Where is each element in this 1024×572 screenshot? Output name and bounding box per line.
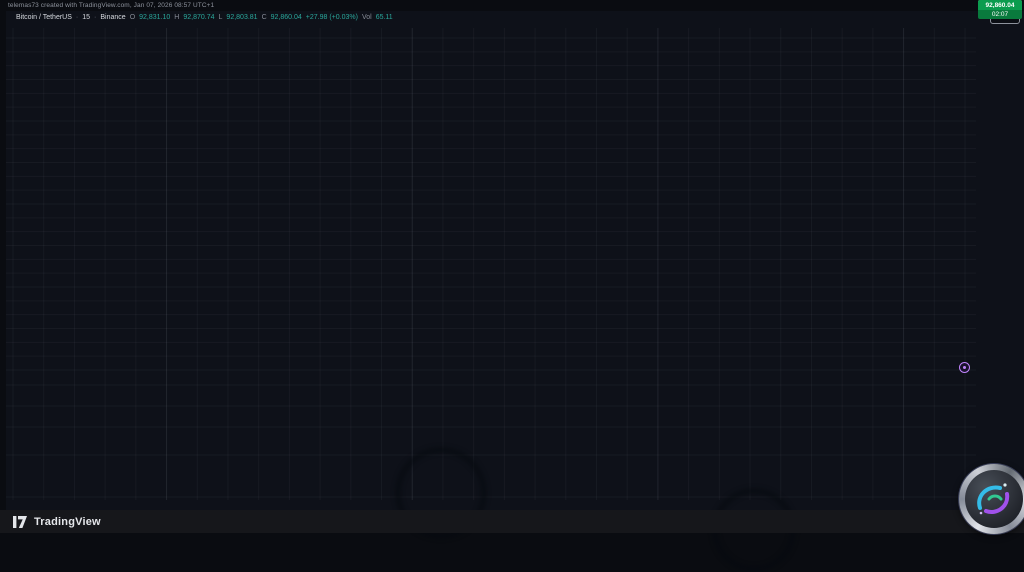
tradingview-logo-icon[interactable]: [13, 515, 28, 528]
low-label: L: [218, 14, 223, 21]
high-label: H: [174, 14, 180, 21]
watermark-logo-face: [965, 470, 1023, 528]
price-chart-canvas[interactable]: [0, 0, 1024, 533]
time-scale-drag-area[interactable]: [6, 500, 976, 510]
last-price-value: 92,860.04: [978, 0, 1022, 10]
tradingview-brand-text[interactable]: TradingView: [34, 515, 101, 528]
footer-bar: TradingView: [0, 510, 1024, 533]
volume-indicator-badge-icon[interactable]: [959, 362, 970, 373]
close-value: 92,860.04: [270, 14, 302, 21]
symbol-name[interactable]: Bitcoin / TetherUS: [16, 14, 72, 21]
attribution-text: telemas73 created with TradingView.com, …: [8, 2, 215, 9]
high-value: 92,870.74: [183, 14, 215, 21]
last-price-badge: 92,860.04 02:07: [978, 0, 1022, 19]
symbol-legend: Bitcoin / TetherUS · 15 · Binance O 92,8…: [16, 14, 393, 21]
interval-value[interactable]: 15: [82, 14, 91, 21]
price-scale-drag-area[interactable]: [976, 28, 1024, 500]
bar-countdown: 02:07: [978, 10, 1022, 19]
volume-label: Vol: [361, 14, 372, 21]
chart-panel: [6, 11, 1024, 510]
open-value: 92,831.10: [139, 14, 171, 21]
legend-separator: ·: [75, 14, 79, 21]
close-label: C: [261, 14, 267, 21]
open-label: O: [129, 14, 136, 21]
legend-separator: ·: [94, 14, 97, 21]
watermark-logo: [959, 464, 1024, 534]
watermark-logo-glyph: [977, 483, 1010, 515]
volume-value: 65.11: [375, 14, 393, 21]
exchange-name: Binance: [100, 14, 126, 21]
change-value: +27.98 (+0.03%): [305, 14, 358, 21]
low-value: 92,803.81: [226, 14, 258, 21]
